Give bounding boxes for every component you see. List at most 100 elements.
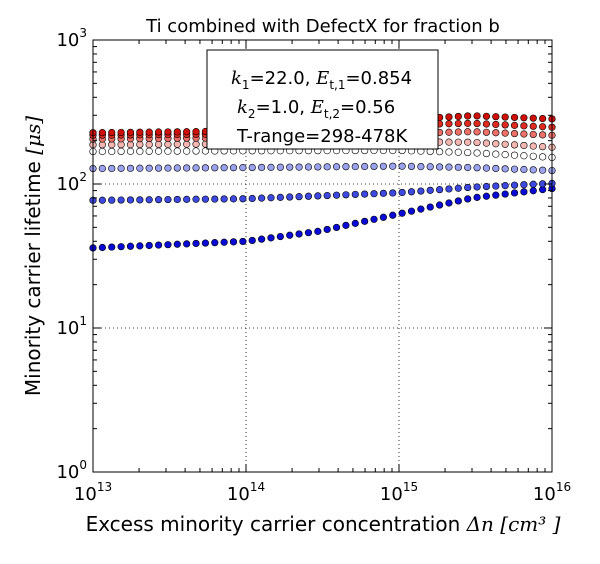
- data-point: [351, 190, 359, 199]
- data-point: [286, 163, 294, 171]
- legend-line-3: T-range=298-478K: [236, 126, 408, 147]
- data-point: [183, 240, 191, 248]
- data-point: [454, 163, 462, 171]
- data-point: [464, 119, 472, 127]
- data-point: [370, 215, 378, 223]
- data-point: [332, 223, 341, 232]
- data-point: [501, 129, 509, 137]
- data-point: [520, 181, 528, 189]
- data-point: [520, 141, 528, 150]
- chart-title: Ti combined with DefectX for fraction b: [145, 16, 500, 37]
- data-point: [482, 112, 491, 120]
- data-points: [89, 112, 556, 252]
- data-point: [126, 196, 135, 204]
- data-point: [520, 114, 528, 122]
- data-point: [98, 243, 106, 252]
- data-point: [276, 232, 284, 241]
- data-point: [192, 239, 200, 248]
- data-point: [314, 227, 322, 235]
- data-point: [201, 195, 210, 203]
- data-point: [454, 138, 462, 146]
- data-point: [229, 164, 238, 172]
- x-tick-labels: 1013 1014 1015 1016: [74, 480, 571, 505]
- data-point: [108, 147, 116, 156]
- data-point: [435, 186, 444, 194]
- data-point: [473, 193, 481, 201]
- data-point: [539, 143, 547, 151]
- data-point: [154, 241, 163, 249]
- data-point: [342, 221, 350, 229]
- data-point: [482, 128, 491, 136]
- data-point: [173, 240, 181, 248]
- data-point: [501, 165, 509, 173]
- data-point: [304, 163, 313, 171]
- y-tick-label: 102: [56, 170, 87, 195]
- data-point: [361, 162, 369, 171]
- data-point: [426, 203, 434, 211]
- data-point: [145, 164, 153, 172]
- data-point: [117, 147, 125, 156]
- data-point: [370, 190, 378, 198]
- data-point: [323, 191, 331, 200]
- data-point: [295, 230, 303, 238]
- data-point: [164, 241, 172, 249]
- data-point: [539, 123, 547, 131]
- data-point: [482, 139, 491, 147]
- data-point: [464, 183, 472, 192]
- data-point: [464, 148, 472, 157]
- data-point: [145, 241, 153, 250]
- data-point: [286, 193, 294, 201]
- data-point: [520, 152, 528, 160]
- data-point: [398, 209, 406, 217]
- data-point: [435, 163, 444, 171]
- data-point: [520, 122, 528, 130]
- data-point: [183, 195, 191, 203]
- data-point: [510, 151, 519, 159]
- data-point: [183, 147, 191, 155]
- data-point: [492, 113, 500, 121]
- data-point: [295, 163, 303, 171]
- data-point: [136, 147, 144, 155]
- data-point: [379, 213, 387, 221]
- data-point: [154, 164, 163, 172]
- data-point: [417, 162, 425, 171]
- data-point: [492, 120, 500, 129]
- data-point: [407, 207, 416, 215]
- data-point: [492, 182, 500, 190]
- data-point: [267, 163, 275, 171]
- data-point: [398, 162, 406, 170]
- data-point: [108, 243, 116, 251]
- data-point: [426, 163, 434, 171]
- data-point: [492, 129, 500, 137]
- data-point: [183, 128, 191, 136]
- data-point: [126, 242, 135, 250]
- x-axis-label: Excess minority carrier concentration Δn…: [86, 512, 561, 536]
- data-point: [501, 140, 509, 148]
- data-point: [164, 140, 172, 148]
- data-point: [417, 205, 425, 213]
- legend-line-1: k1=22.0, Et,1=0.854: [231, 68, 412, 92]
- series-2: [89, 179, 556, 204]
- data-point: [267, 194, 275, 202]
- data-point: [304, 192, 313, 200]
- data-point: [501, 190, 509, 198]
- data-point: [407, 162, 416, 171]
- data-point: [510, 121, 519, 129]
- data-point: [389, 211, 397, 219]
- data-point: [295, 193, 303, 201]
- data-point: [220, 238, 228, 246]
- x-tick-label: 1013: [74, 480, 112, 505]
- data-point: [211, 239, 219, 247]
- data-point: [192, 195, 200, 203]
- data-point: [248, 194, 256, 203]
- data-point: [435, 201, 444, 209]
- data-point: [539, 114, 547, 123]
- data-point: [126, 147, 135, 155]
- data-point: [192, 140, 200, 148]
- data-point: [108, 164, 116, 173]
- data-point: [258, 235, 266, 243]
- data-point: [117, 128, 125, 137]
- data-point: [529, 122, 537, 130]
- data-point: [239, 195, 247, 203]
